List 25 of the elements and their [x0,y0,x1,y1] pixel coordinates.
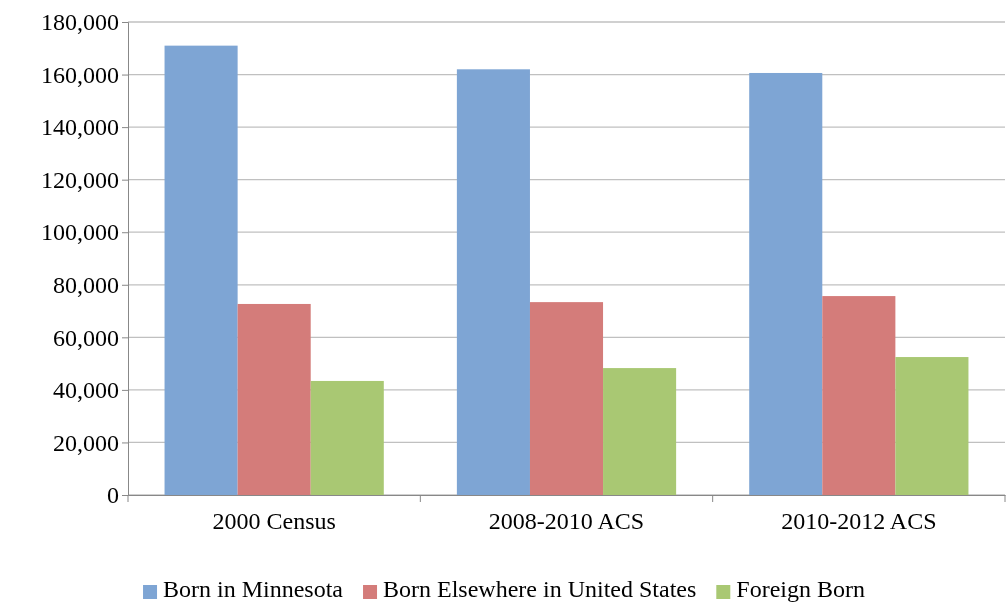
y-tick-label: 40,000 [53,377,119,404]
bar [529,302,604,495]
y-tick-label: 180,000 [41,9,119,36]
y-tick-label: 80,000 [53,271,119,298]
legend-label: Born in Minnesota [163,576,344,602]
bar [310,380,384,495]
y-tick-label: 20,000 [53,429,119,456]
bar [456,69,530,495]
bar [822,296,896,495]
x-tick-label: 2008-2010 ACS [488,508,645,535]
bar [164,45,238,495]
y-tick-label: 140,000 [41,114,119,141]
y-tick-label: 0 [107,482,119,509]
y-tick-label: 160,000 [41,61,119,88]
legend-label: Born Elsewhere in United States [383,576,697,602]
bar [749,72,823,495]
x-tick-label: 2010-2012 ACS [781,508,937,535]
y-tick-label: 120,000 [41,166,119,193]
legend-label: Foreign Born [736,576,865,602]
y-tick-label: 60,000 [53,324,119,351]
bar [237,303,311,495]
bar [895,357,969,495]
y-tick-label: 100,000 [41,219,119,246]
x-tick-label: 2000 Census [212,508,336,535]
bar [603,368,677,495]
